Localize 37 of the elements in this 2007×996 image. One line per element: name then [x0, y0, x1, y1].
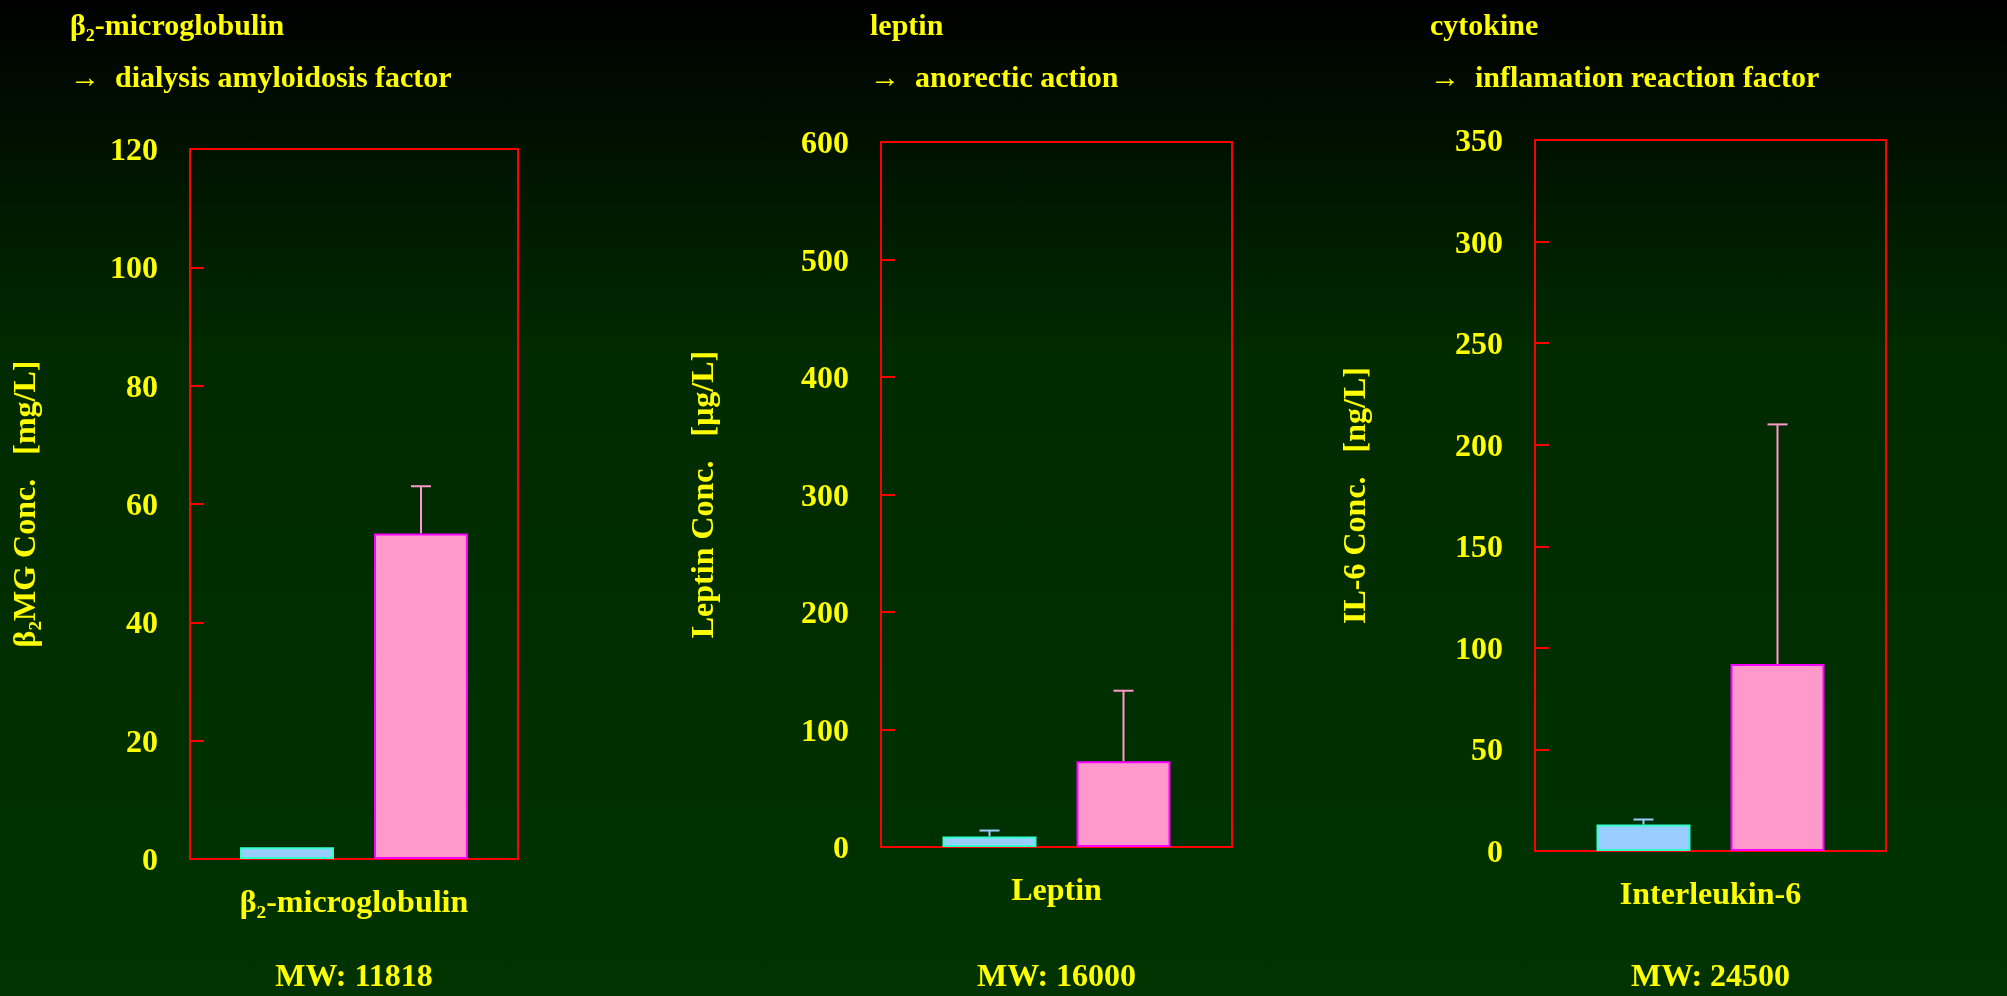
y-tick-label: 50 [1471, 731, 1503, 768]
y-tick-label: 100 [1455, 629, 1503, 666]
chart-title: leptin [870, 7, 944, 41]
y-tick-label: 150 [1455, 528, 1503, 565]
y-tick-label: 40 [126, 604, 158, 641]
y-tick-label: 0 [833, 829, 849, 865]
x-tick-label: β₂-microglobulin [239, 883, 469, 919]
y-tick-label: 600 [801, 124, 849, 160]
chart-title: cytokine [1430, 7, 1539, 41]
y-tick-label: 80 [126, 367, 158, 404]
y-tick-label: 0 [142, 841, 158, 877]
y-axis-title: Leptin Conc. [μg/L] [684, 350, 720, 639]
y-tick-label: 60 [126, 486, 158, 522]
y-tick-label: 100 [110, 249, 158, 286]
x-tick-label: Leptin [1011, 871, 1103, 907]
chart-title: β₂-microglobulin [70, 7, 285, 41]
y-tick-label: 120 [110, 131, 158, 167]
y-tick-label: 0 [1487, 833, 1503, 869]
chart-subtitle: → dialysis amyloidosis factor [70, 59, 452, 93]
chart-subtitle: → anorectic action [870, 59, 1119, 93]
y-tick-label: 250 [1455, 325, 1503, 362]
y-tick-label: 300 [801, 476, 849, 513]
y-axis-title: β₂MG Conc. [mg/L] [6, 360, 42, 648]
y-tick-label: 300 [1455, 223, 1503, 260]
x-axis-title: MW: 16000 [976, 957, 1137, 993]
y-tick-label: 350 [1455, 122, 1503, 158]
y-tick-label: 100 [801, 711, 849, 748]
y-tick-label: 500 [801, 241, 849, 278]
chart-subtitle: → inflamation reaction factor [1430, 59, 1820, 93]
x-axis-title: MW: 11818 [275, 957, 433, 993]
y-tick-label: 200 [1455, 426, 1503, 463]
x-axis-title: MW: 24500 [1630, 957, 1791, 993]
y-tick-label: 20 [126, 722, 158, 759]
x-tick-label: Interleukin-6 [1619, 875, 1802, 911]
y-tick-label: 400 [801, 359, 849, 395]
y-tick-label: 200 [801, 594, 849, 630]
y-axis-title: IL-6 Conc. [ng/L] [1336, 367, 1372, 624]
